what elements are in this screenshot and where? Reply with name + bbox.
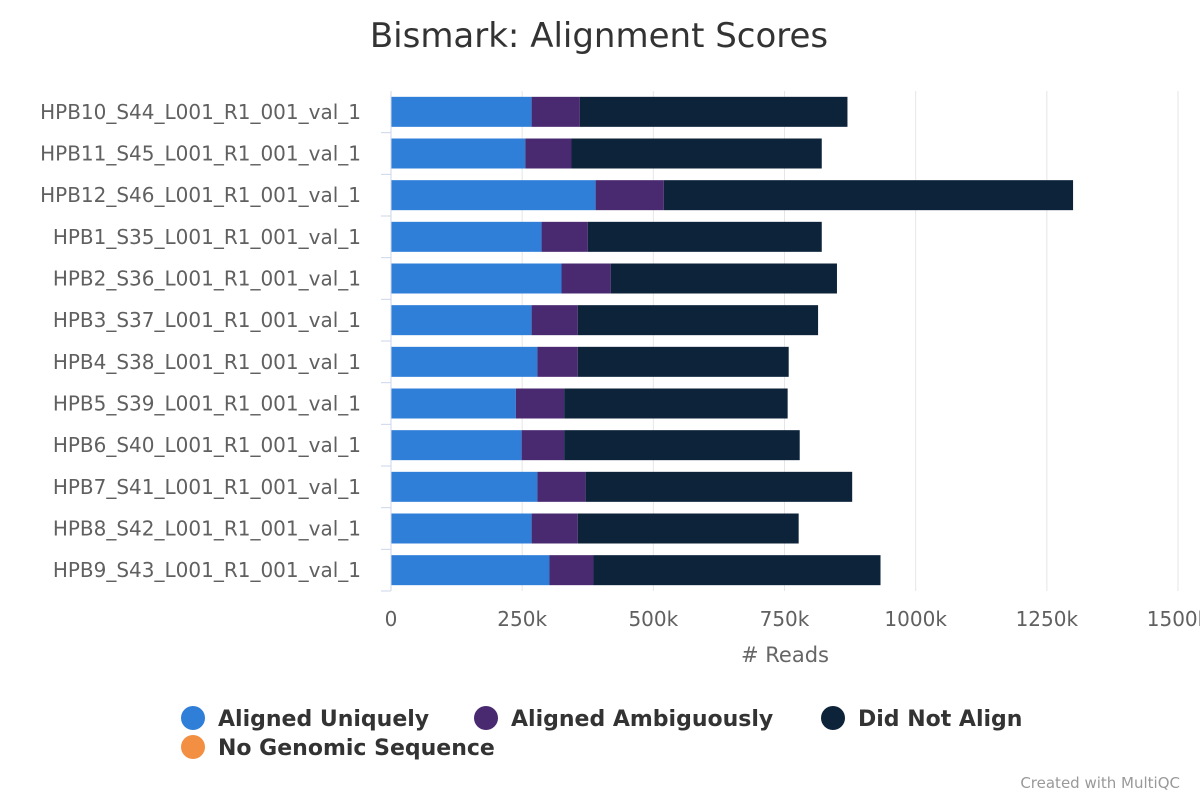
- gridlines: [521, 91, 1179, 591]
- category-label-hpb2-s36-l001-r1-001-val-1: HPB2_S36_L001_R1_001_val_1: [53, 267, 361, 291]
- x-tick-label-250k: 250k: [497, 607, 547, 631]
- bar-row-hpb10-s44-l001-r1-001-val-1: [391, 96, 848, 127]
- x-tick-label-750k: 750k: [760, 607, 810, 631]
- category-label-hpb4-s38-l001-r1-001-val-1: HPB4_S38_L001_R1_001_val_1: [53, 350, 361, 374]
- bar-did-not-align-hpb9-s43-l001-r1-001-val-1[interactable]: [593, 555, 881, 586]
- category-label-hpb5-s39-l001-r1-001-val-1: HPB5_S39_L001_R1_001_val_1: [53, 392, 361, 416]
- category-label-hpb1-s35-l001-r1-001-val-1: HPB1_S35_L001_R1_001_val_1: [53, 225, 361, 249]
- bar-row-hpb5-s39-l001-r1-001-val-1: [391, 388, 788, 419]
- legend-item-aligned-uniquely[interactable]: Aligned Uniquely: [181, 706, 429, 732]
- x-tick-label-500k: 500k: [628, 607, 678, 631]
- legend-marker-icon: [181, 735, 205, 759]
- category-label-hpb11-s45-l001-r1-001-val-1: HPB11_S45_L001_R1_001_val_1: [40, 142, 361, 166]
- bar-row-hpb11-s45-l001-r1-001-val-1: [391, 138, 822, 169]
- axes: 0 250k 500k 750k 1000k 1250k 1500k HPB10_S44_L0…: [40, 91, 1200, 631]
- bar-aligned-ambiguously-hpb11-s45-l001-r1-001-val-1[interactable]: [525, 138, 572, 169]
- bar-aligned-ambiguously-hpb12-s46-l001-r1-001-val-1[interactable]: [595, 180, 664, 211]
- bar-aligned-ambiguously-hpb3-s37-l001-r1-001-val-1[interactable]: [531, 305, 578, 336]
- bar-aligned-ambiguously-hpb8-s42-l001-r1-001-val-1[interactable]: [531, 513, 578, 544]
- bar-aligned-uniquely-hpb12-s46-l001-r1-001-val-1[interactable]: [391, 180, 596, 211]
- legend-label: Aligned Ambiguously: [511, 707, 773, 732]
- legend-marker-icon: [474, 706, 498, 730]
- bar-aligned-uniquely-hpb7-s41-l001-r1-001-val-1[interactable]: [391, 471, 538, 502]
- bar-did-not-align-hpb12-s46-l001-r1-001-val-1[interactable]: [663, 180, 1074, 211]
- bar-did-not-align-hpb2-s36-l001-r1-001-val-1[interactable]: [610, 263, 837, 294]
- legend-label: No Genomic Sequence: [218, 736, 495, 761]
- x-tick-label-1500k: 1500k: [1147, 607, 1200, 631]
- legend-label: Did Not Align: [858, 707, 1022, 732]
- x-tick-label-1250k: 1250k: [1016, 607, 1079, 631]
- bar-did-not-align-hpb3-s37-l001-r1-001-val-1[interactable]: [577, 305, 819, 336]
- bar-aligned-uniquely-hpb2-s36-l001-r1-001-val-1[interactable]: [391, 263, 562, 294]
- bar-row-hpb12-s46-l001-r1-001-val-1: [391, 180, 1074, 211]
- bar-aligned-uniquely-hpb4-s38-l001-r1-001-val-1[interactable]: [391, 346, 538, 377]
- x-tick-label-0: 0: [385, 607, 398, 631]
- legend-label: Aligned Uniquely: [218, 707, 429, 732]
- category-label-hpb10-s44-l001-r1-001-val-1: HPB10_S44_L001_R1_001_val_1: [40, 100, 361, 124]
- bar-did-not-align-hpb6-s40-l001-r1-001-val-1[interactable]: [564, 430, 800, 461]
- credits-link[interactable]: Created with MultiQC: [1020, 774, 1180, 792]
- bar-aligned-uniquely-hpb11-s45-l001-r1-001-val-1[interactable]: [391, 138, 526, 169]
- bar-row-hpb2-s36-l001-r1-001-val-1: [391, 263, 837, 294]
- bar-did-not-align-hpb7-s41-l001-r1-001-val-1[interactable]: [585, 471, 853, 502]
- bar-aligned-uniquely-hpb10-s44-l001-r1-001-val-1[interactable]: [391, 96, 532, 127]
- bar-row-hpb1-s35-l001-r1-001-val-1: [391, 221, 822, 252]
- bar-row-hpb9-s43-l001-r1-001-val-1: [391, 555, 881, 586]
- legend-marker-icon: [821, 706, 845, 730]
- legend-item-aligned-ambiguously[interactable]: Aligned Ambiguously: [474, 706, 773, 732]
- bar-aligned-ambiguously-hpb9-s43-l001-r1-001-val-1[interactable]: [549, 555, 594, 586]
- bar-row-hpb6-s40-l001-r1-001-val-1: [391, 430, 800, 461]
- bar-row-hpb4-s38-l001-r1-001-val-1: [391, 346, 789, 377]
- x-tick-label-1000k: 1000k: [884, 607, 947, 631]
- bar-series: [391, 96, 1074, 586]
- bar-did-not-align-hpb1-s35-l001-r1-001-val-1[interactable]: [587, 221, 822, 252]
- bar-aligned-ambiguously-hpb6-s40-l001-r1-001-val-1[interactable]: [521, 430, 565, 461]
- category-label-hpb3-s37-l001-r1-001-val-1: HPB3_S37_L001_R1_001_val_1: [53, 308, 361, 332]
- legend-item-did-not-align[interactable]: Did Not Align: [821, 706, 1022, 732]
- bar-row-hpb7-s41-l001-r1-001-val-1: [391, 471, 853, 502]
- category-label-hpb8-s42-l001-r1-001-val-1: HPB8_S42_L001_R1_001_val_1: [53, 517, 361, 541]
- bar-aligned-uniquely-hpb1-s35-l001-r1-001-val-1[interactable]: [391, 221, 542, 252]
- bar-aligned-uniquely-hpb6-s40-l001-r1-001-val-1[interactable]: [391, 430, 522, 461]
- bar-row-hpb3-s37-l001-r1-001-val-1: [391, 305, 819, 336]
- bar-did-not-align-hpb4-s38-l001-r1-001-val-1[interactable]: [577, 346, 789, 377]
- bar-aligned-ambiguously-hpb4-s38-l001-r1-001-val-1[interactable]: [537, 346, 578, 377]
- bar-aligned-uniquely-hpb8-s42-l001-r1-001-val-1[interactable]: [391, 513, 532, 544]
- category-label-hpb7-s41-l001-r1-001-val-1: HPB7_S41_L001_R1_001_val_1: [53, 475, 361, 499]
- bar-did-not-align-hpb8-s42-l001-r1-001-val-1[interactable]: [577, 513, 799, 544]
- bar-aligned-ambiguously-hpb7-s41-l001-r1-001-val-1[interactable]: [537, 471, 586, 502]
- bar-row-hpb8-s42-l001-r1-001-val-1: [391, 513, 799, 544]
- bar-did-not-align-hpb11-s45-l001-r1-001-val-1[interactable]: [571, 138, 822, 169]
- bar-aligned-uniquely-hpb3-s37-l001-r1-001-val-1[interactable]: [391, 305, 532, 336]
- bar-aligned-uniquely-hpb5-s39-l001-r1-001-val-1[interactable]: [391, 388, 516, 419]
- bar-aligned-ambiguously-hpb1-s35-l001-r1-001-val-1[interactable]: [541, 221, 588, 252]
- category-label-hpb12-s46-l001-r1-001-val-1: HPB12_S46_L001_R1_001_val_1: [40, 183, 361, 207]
- bar-aligned-ambiguously-hpb2-s36-l001-r1-001-val-1[interactable]: [561, 263, 611, 294]
- bar-aligned-uniquely-hpb9-s43-l001-r1-001-val-1[interactable]: [391, 555, 550, 586]
- legend-marker-icon: [181, 706, 205, 730]
- legend-item-no-genomic-sequence[interactable]: No Genomic Sequence: [181, 735, 495, 761]
- category-label-hpb6-s40-l001-r1-001-val-1: HPB6_S40_L001_R1_001_val_1: [53, 433, 361, 457]
- legend: Aligned Uniquely Aligned Ambiguously Did N…: [181, 706, 1022, 761]
- bar-aligned-ambiguously-hpb10-s44-l001-r1-001-val-1[interactable]: [531, 96, 580, 127]
- category-label-hpb9-s43-l001-r1-001-val-1: HPB9_S43_L001_R1_001_val_1: [53, 558, 361, 582]
- bar-did-not-align-hpb5-s39-l001-r1-001-val-1[interactable]: [564, 388, 788, 419]
- bar-aligned-ambiguously-hpb5-s39-l001-r1-001-val-1[interactable]: [515, 388, 565, 419]
- x-axis-title: # Reads: [741, 643, 829, 667]
- chart-title: Bismark: Alignment Scores: [370, 16, 828, 56]
- bar-did-not-align-hpb10-s44-l001-r1-001-val-1[interactable]: [579, 96, 848, 127]
